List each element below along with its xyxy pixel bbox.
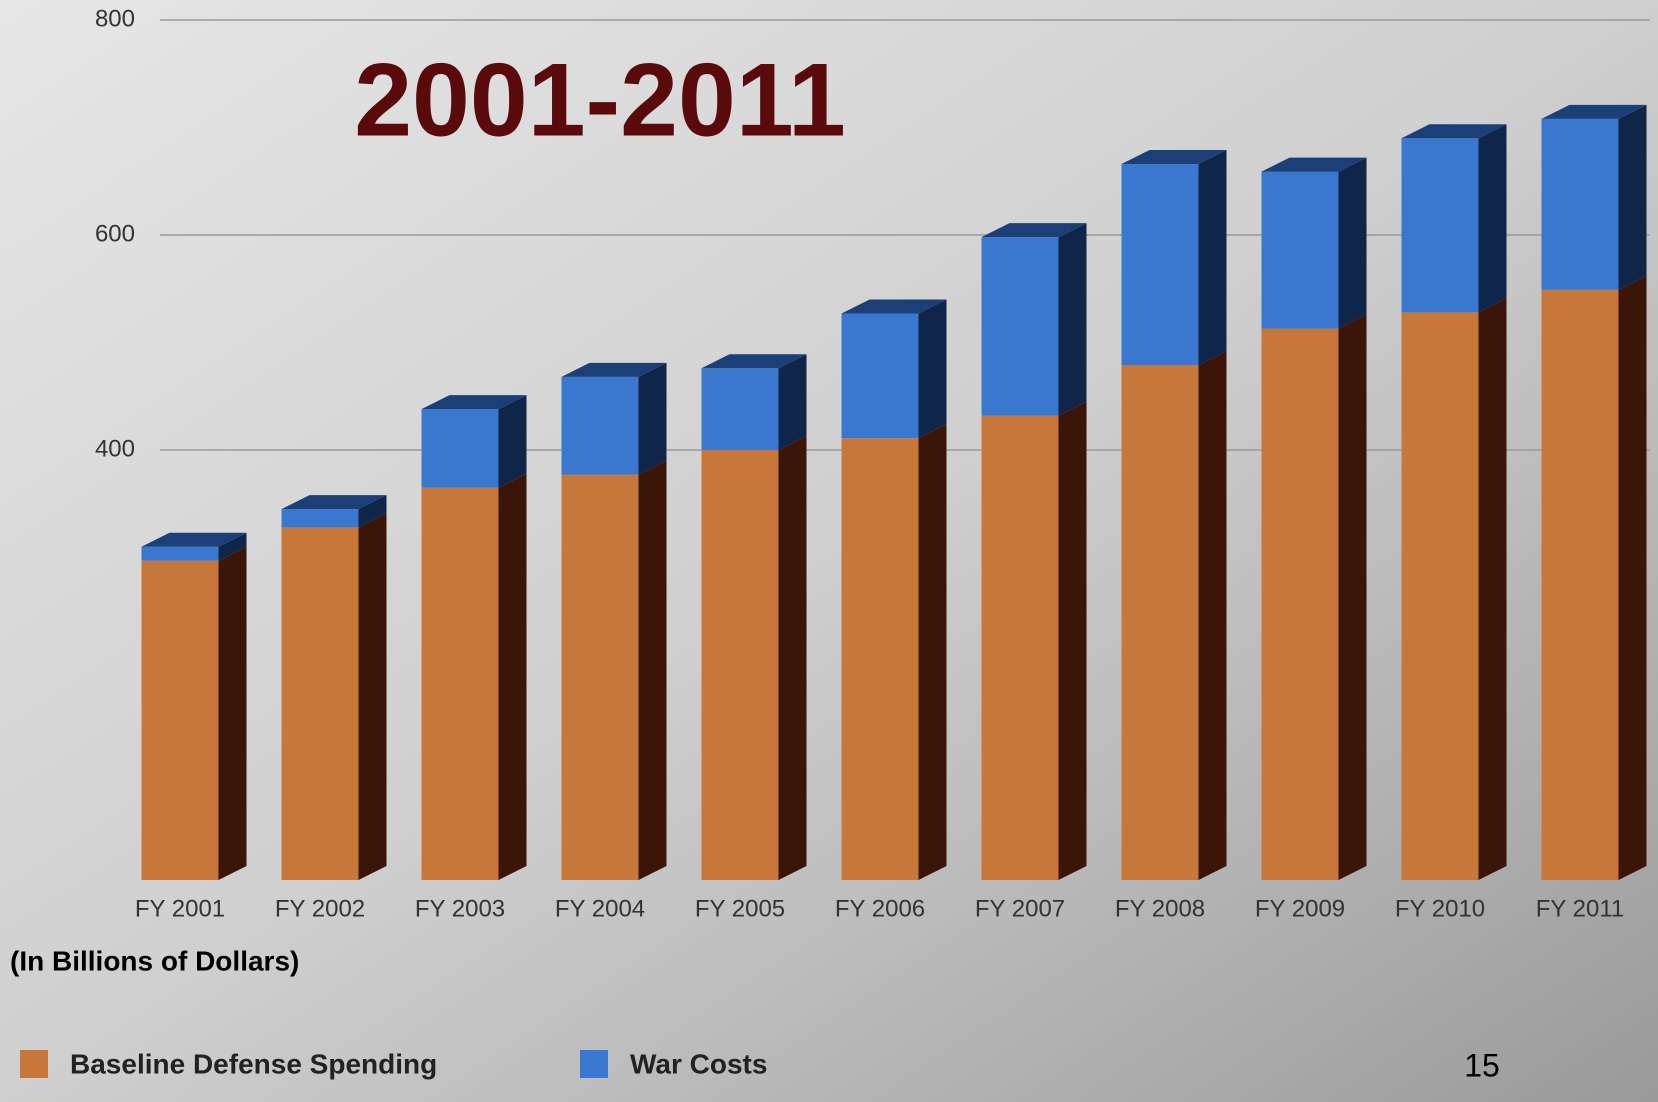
y-tick-label: 600 <box>95 220 135 247</box>
legend-swatch <box>580 1050 608 1078</box>
bar-segment <box>561 474 639 880</box>
y-tick-label: 800 <box>95 5 135 32</box>
bar-top <box>701 354 807 369</box>
bar-side <box>1478 298 1507 880</box>
x-tick-label: FY 2004 <box>555 895 645 922</box>
bar-top <box>981 223 1087 238</box>
bar-top <box>421 395 527 410</box>
bar-side <box>778 354 807 450</box>
bar-top <box>1401 124 1507 139</box>
bar-top <box>1121 150 1227 165</box>
bar-segment <box>981 415 1059 880</box>
bar-segment <box>281 527 359 880</box>
x-tick-label: FY 2008 <box>1115 895 1205 922</box>
x-tick-label: FY 2003 <box>415 895 505 922</box>
bar-segment <box>1541 289 1619 880</box>
bar-segment <box>981 237 1059 416</box>
x-tick-label: FY 2001 <box>135 895 225 922</box>
bar-segment <box>141 546 219 561</box>
bar-side <box>1058 223 1087 416</box>
bar-side <box>1198 351 1227 880</box>
bar-side <box>1338 314 1367 880</box>
legend-label: Baseline Defense Spending <box>70 1048 437 1079</box>
legend-swatch <box>20 1050 48 1078</box>
bar-side <box>1198 150 1227 366</box>
bar-segment <box>1261 171 1339 329</box>
x-tick-label: FY 2006 <box>835 895 925 922</box>
legend-label: War Costs <box>630 1048 767 1079</box>
bar-segment <box>281 509 359 528</box>
bar-side <box>918 299 947 439</box>
page-number: 15 <box>1464 1047 1500 1083</box>
chart-title: 2001-2011 <box>354 42 846 158</box>
bar-side <box>1618 275 1647 880</box>
bar-top <box>561 362 667 377</box>
bar-segment <box>1541 118 1619 290</box>
bar-segment <box>141 560 219 880</box>
bar-segment <box>841 438 919 880</box>
bar-top <box>281 495 387 510</box>
bar-side <box>1478 124 1507 313</box>
bar-side <box>358 495 387 528</box>
x-tick-label: FY 2005 <box>695 895 785 922</box>
bar-segment <box>1401 312 1479 880</box>
bar-segment <box>841 313 919 439</box>
y-tick-label: 400 <box>95 435 135 462</box>
x-tick-label: FY 2009 <box>1255 895 1345 922</box>
bar-top <box>1261 157 1367 172</box>
bar-top <box>841 299 947 314</box>
bar-segment <box>701 368 779 450</box>
bar-segment <box>561 376 639 475</box>
x-tick-label: FY 2011 <box>1536 895 1625 922</box>
bar-side <box>778 436 807 880</box>
x-tick-label: FY 2007 <box>975 895 1065 922</box>
bar-segment <box>701 450 779 880</box>
bar-segment <box>1401 138 1479 313</box>
x-tick-label: FY 2002 <box>275 895 365 922</box>
bar-side <box>1058 401 1087 880</box>
x-tick-label: FY 2010 <box>1395 895 1485 922</box>
bar-segment <box>1121 365 1199 880</box>
bar-side <box>638 362 667 475</box>
bar-segment <box>421 409 499 488</box>
axis-label: (In Billions of Dollars) <box>10 945 299 976</box>
bar-side <box>218 532 247 561</box>
bar-segment <box>1121 164 1199 366</box>
bar-side <box>498 473 527 880</box>
bar-top <box>1541 104 1647 119</box>
bar-segment <box>1261 328 1339 880</box>
bar-side <box>638 460 667 880</box>
bar-side <box>498 395 527 488</box>
bar-side <box>918 424 947 880</box>
bar-segment <box>421 487 499 880</box>
bar-side <box>1618 104 1647 290</box>
bar-side <box>218 546 247 880</box>
bar-top <box>141 532 247 547</box>
bar-side <box>358 513 387 880</box>
bar-side <box>1338 157 1367 329</box>
